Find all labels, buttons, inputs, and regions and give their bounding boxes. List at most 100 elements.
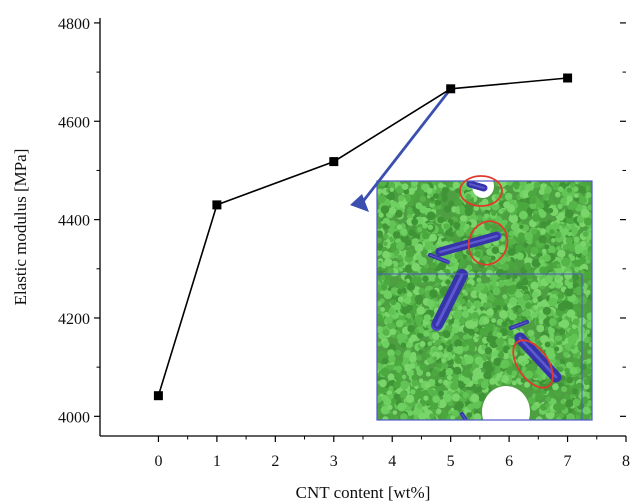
matrix-bead xyxy=(382,223,388,230)
matrix-bead xyxy=(384,312,389,317)
matrix-bead xyxy=(411,374,418,381)
matrix-bead xyxy=(406,214,412,219)
matrix-bead xyxy=(538,189,545,195)
matrix-bead xyxy=(549,318,557,326)
matrix-bead xyxy=(377,387,380,393)
matrix-bead xyxy=(588,197,592,203)
matrix-bead xyxy=(423,314,432,322)
matrix-bead xyxy=(541,248,547,254)
matrix-bead xyxy=(578,393,584,399)
matrix-bead xyxy=(402,357,410,364)
matrix-bead xyxy=(523,309,531,318)
matrix-bead xyxy=(520,377,526,383)
matrix-bead xyxy=(443,205,452,213)
matrix-bead xyxy=(578,185,587,194)
matrix-bead xyxy=(383,241,388,247)
matrix-bead xyxy=(502,352,510,360)
matrix-bead xyxy=(416,226,423,233)
matrix-bead xyxy=(586,312,592,321)
matrix-bead xyxy=(397,194,405,202)
matrix-bead xyxy=(377,362,383,372)
matrix-bead xyxy=(568,407,574,413)
cnt-rod xyxy=(431,269,468,331)
matrix-bead xyxy=(450,415,455,420)
matrix-bead xyxy=(459,298,466,305)
matrix-bead xyxy=(459,209,465,215)
matrix-bead xyxy=(426,188,433,194)
y-tick-label: 4000 xyxy=(58,409,90,426)
matrix-bead xyxy=(531,404,538,411)
matrix-bead xyxy=(556,416,562,420)
matrix-bead xyxy=(470,290,479,299)
matrix-bead xyxy=(491,246,499,254)
matrix-bead xyxy=(392,231,401,239)
matrix-bead xyxy=(461,310,469,318)
matrix-bead xyxy=(388,394,394,400)
matrix-bead xyxy=(484,347,493,355)
matrix-bead xyxy=(428,273,437,282)
matrix-bead xyxy=(429,233,437,242)
matrix-bead xyxy=(451,393,460,402)
matrix-bead xyxy=(442,409,447,415)
matrix-bead xyxy=(462,254,468,259)
matrix-bead xyxy=(443,379,449,386)
matrix-bead xyxy=(395,365,402,373)
matrix-bead xyxy=(377,187,383,195)
matrix-bead xyxy=(386,389,393,396)
matrix-bead xyxy=(497,181,507,188)
matrix-bead xyxy=(387,404,393,410)
x-tick-label: 6 xyxy=(505,453,513,470)
matrix-bead xyxy=(544,186,552,194)
matrix-bead xyxy=(587,251,592,258)
matrix-bead xyxy=(380,367,390,377)
highlight-ellipse xyxy=(512,339,554,389)
matrix-bead xyxy=(399,380,409,390)
matrix-bead xyxy=(416,403,423,409)
matrix-bead xyxy=(483,317,490,324)
matrix-bead xyxy=(438,182,444,189)
matrix-bead xyxy=(554,335,561,342)
matrix-bead xyxy=(400,202,405,208)
matrix-bead xyxy=(486,248,494,256)
matrix-bead xyxy=(430,262,437,269)
matrix-bead xyxy=(554,231,562,239)
matrix-bead xyxy=(537,301,543,308)
matrix-bead xyxy=(405,394,415,404)
matrix-bead xyxy=(378,212,384,218)
x-tick-label: 3 xyxy=(330,453,338,470)
matrix-bead xyxy=(435,408,442,415)
matrix-bead xyxy=(483,325,492,334)
matrix-bead xyxy=(565,195,573,203)
matrix-bead xyxy=(470,305,476,310)
matrix-bead xyxy=(377,237,382,243)
matrix-bead xyxy=(454,261,460,267)
matrix-bead xyxy=(529,202,537,210)
matrix-bead xyxy=(445,279,451,285)
matrix-bead xyxy=(561,201,567,206)
matrix-bead xyxy=(462,392,469,399)
matrix-bead xyxy=(451,373,459,381)
cnt-texture xyxy=(431,269,468,331)
matrix-bead xyxy=(415,390,424,399)
matrix-bead xyxy=(482,356,488,362)
matrix-bead xyxy=(405,304,413,312)
matrix-bead xyxy=(432,395,440,403)
matrix-bead xyxy=(483,213,490,219)
matrix-bead xyxy=(476,214,483,221)
matrix-bead xyxy=(458,229,464,235)
matrix-bead xyxy=(416,321,422,327)
matrix-bead xyxy=(387,373,395,381)
matrix-bead xyxy=(490,255,496,261)
matrix-bead xyxy=(466,385,472,392)
matrix-bead xyxy=(573,361,580,368)
matrix-bead xyxy=(446,339,452,345)
matrix-bead xyxy=(572,398,581,407)
matrix-bead xyxy=(474,229,480,235)
matrix-bead xyxy=(538,319,544,325)
cnt-highlight xyxy=(518,336,558,379)
matrix-bead xyxy=(529,335,536,342)
matrix-bead xyxy=(512,274,518,279)
matrix-bead xyxy=(580,208,590,218)
matrix-bead xyxy=(509,238,517,245)
cnt-highlight xyxy=(469,183,485,189)
